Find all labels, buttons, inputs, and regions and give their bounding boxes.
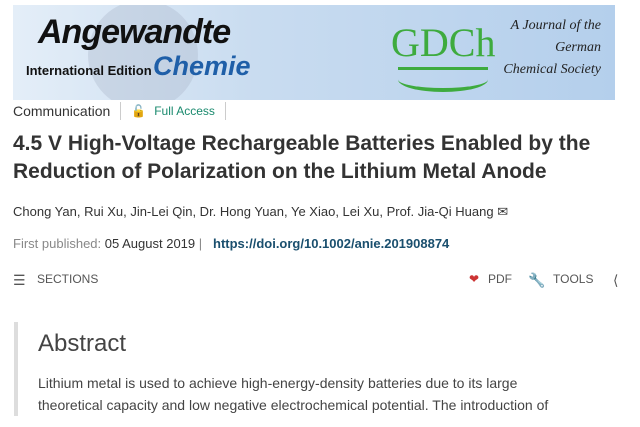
logo-circle (88, 5, 198, 100)
authors[interactable]: Chong Yan, Rui Xu, Jin-Lei Qin, Dr. Hong… (13, 204, 494, 219)
journal-title: Angewandte (38, 13, 231, 51)
doi-link[interactable]: https://doi.org/10.1002/anie.201908874 (213, 236, 450, 251)
journal-edition: International Edition (26, 63, 152, 78)
gdch-bowl-icon (398, 67, 488, 92)
article-title: 4.5 V High-Voltage Rechargeable Batterie… (13, 132, 591, 183)
society-line: A Journal of the (510, 18, 601, 33)
society-line: German (555, 40, 601, 55)
tools-button[interactable]: TOOLS (553, 272, 594, 286)
share-icon[interactable]: ⟨ (613, 272, 619, 288)
abstract-section: Abstract Lithium metal is used to achiev… (14, 322, 640, 416)
pdf-icon[interactable]: ❤ (469, 272, 480, 286)
divider (120, 102, 122, 120)
lock-open-icon: 🔓 (131, 104, 147, 118)
abstract-line: Lithium metal is used to achieve high-en… (38, 375, 518, 391)
abstract-line: theoretical capacity and low negative el… (38, 397, 549, 413)
society-text: A Journal of the German Chemical Society (503, 15, 601, 81)
published-date: 05 August 2019 (104, 236, 196, 251)
sections-button[interactable]: SECTIONS (37, 272, 99, 286)
pdf-button[interactable]: PDF (488, 272, 512, 286)
journal-banner[interactable]: Angewandte International Edition Chemie … (13, 5, 615, 100)
wrench-icon[interactable]: 🔧 (528, 272, 546, 288)
article-type: Communication (13, 103, 111, 119)
mail-icon[interactable]: ✉ (497, 204, 509, 219)
gdch-logo: GDCh (391, 20, 496, 65)
access-badge: Full Access (154, 104, 215, 118)
publication-info: First published: 05 August 2019 | https:… (13, 236, 450, 251)
journal-chemie: Chemie (153, 51, 251, 81)
society-line: Chemical Society (503, 62, 601, 77)
divider (224, 102, 226, 120)
published-label: First published: (13, 236, 102, 251)
author-list[interactable]: Chong Yan, Rui Xu, Jin-Lei Qin, Dr. Hong… (13, 204, 508, 220)
abstract-heading: Abstract (38, 330, 127, 357)
list-icon[interactable]: ☰ (13, 272, 26, 288)
article-meta: Communication 🔓 Full Access (13, 102, 236, 120)
